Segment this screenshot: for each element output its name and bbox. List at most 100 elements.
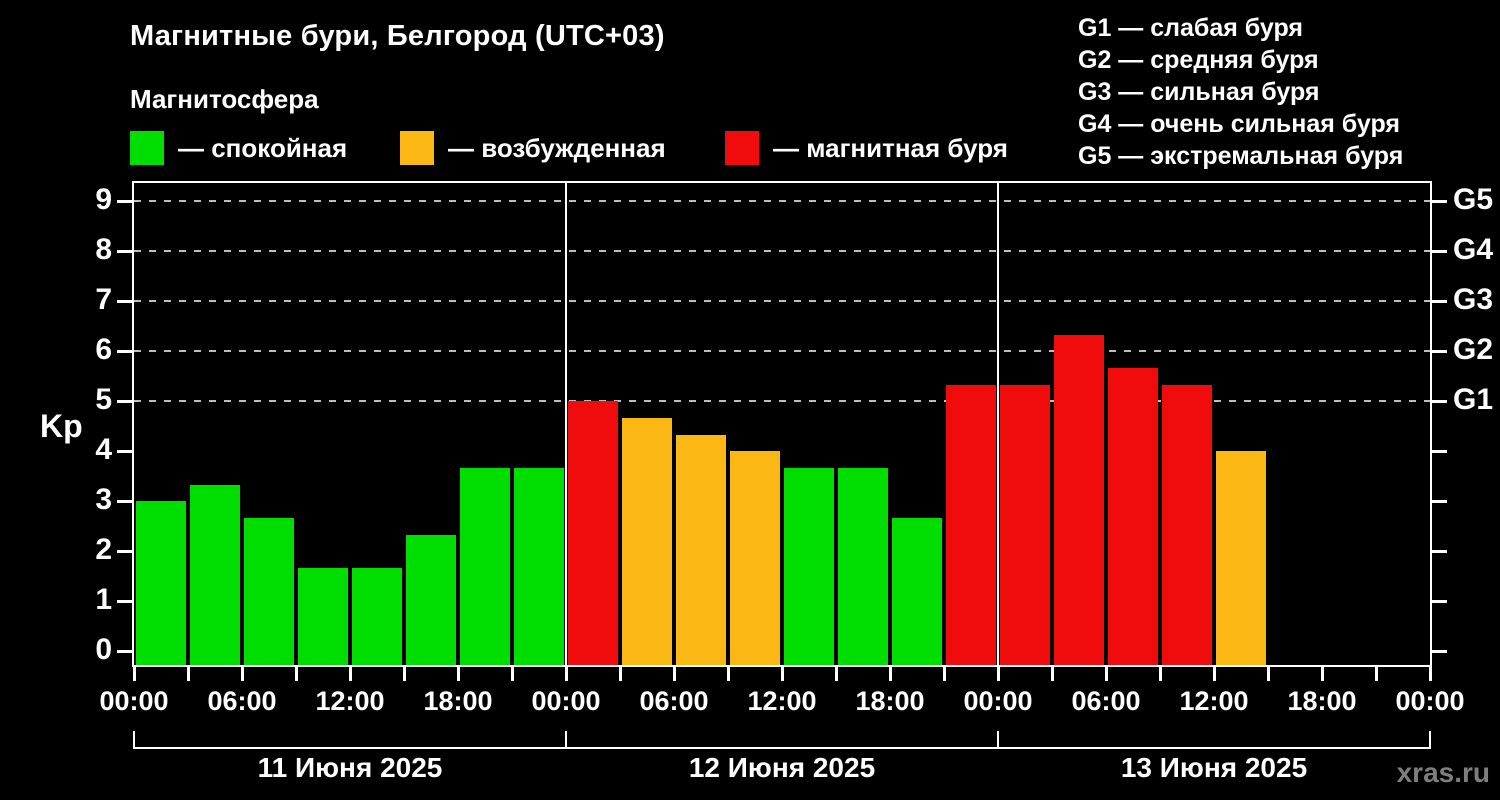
kp-bar [1054,334,1104,665]
y-axis-tick-right [1432,300,1447,303]
x-axis-time-label: 00:00 [531,686,601,716]
y-axis-label: 2 [95,533,112,566]
kp-bar [946,384,996,665]
x-axis-tick [133,667,136,681]
legend-label-storm: — магнитная буря [773,132,1008,163]
x-axis-tick [997,667,1000,681]
legend-swatch-quiet [130,131,164,165]
legend-label-quiet: — спокойная [178,132,348,163]
y-axis-tick-right [1432,250,1447,253]
date-bracket-tick [133,731,135,749]
kp-bar [730,451,780,665]
kp-bar [352,567,402,665]
g-scale-line-5: G5 — экстремальная буря [1078,142,1404,170]
legend-label-excited: — возбужденная [448,132,666,163]
x-axis-tick [457,667,460,681]
y-axis-tick-right [1432,500,1447,503]
y-axis-tick-right [1432,200,1447,203]
x-axis-time-label: 12:00 [315,686,385,716]
g-scale-line-3: G3 — сильная буря [1078,78,1320,106]
kp-bar [838,467,888,665]
kp-bar [136,501,186,665]
x-axis-time-label: 18:00 [855,686,925,716]
kp-bar [568,401,618,665]
y-axis-label: 9 [95,183,112,216]
date-label: 13 Июня 2025 [1120,752,1308,783]
date-label: 11 Июня 2025 [257,752,443,783]
x-axis-tick [349,667,352,681]
y-axis-title: Kp [40,408,83,444]
legend-swatch-storm [725,131,759,165]
x-axis-tick [241,667,244,681]
magnetosphere-subtitle: Магнитосфера [130,84,319,114]
y-axis-tick-right [1432,450,1447,453]
y-axis-label: 7 [95,283,112,316]
kp-bar [190,484,240,665]
y-axis-tick-right [1432,400,1447,403]
y-axis-tick-left [117,350,132,353]
x-axis-tick [565,667,568,681]
g-scale-line-4: G4 — очень сильная буря [1078,110,1400,138]
x-axis-tick [1051,667,1054,681]
x-axis-time-label: 00:00 [99,686,169,716]
x-axis-tick [1321,667,1324,681]
x-axis-tick [511,667,514,681]
y-axis-tick-left [117,250,132,253]
kp-bar [784,467,834,665]
x-axis-tick [1105,667,1108,681]
x-axis-tick [889,667,892,681]
x-axis-time-label: 06:00 [639,686,709,716]
y-axis-label: 3 [95,483,112,516]
date-bracket-tick [997,731,999,749]
y-axis-tick-left [117,600,132,603]
x-axis-time-label: 06:00 [207,686,277,716]
kp-bar [622,417,672,665]
x-axis-tick [1375,667,1378,681]
y-axis-label: 1 [95,583,112,616]
gridline-kp-6 [134,350,1430,352]
x-axis-tick [187,667,190,681]
g-scale-legend: G1 — слабая буря G2 — средняя буря G3 — си… [1078,12,1403,172]
x-axis-time-label: 00:00 [1395,686,1465,716]
x-axis-tick [727,667,730,681]
kp-bar [244,517,294,665]
watermark: xras.ru [1396,757,1490,788]
kp-bar [892,517,942,665]
day-boundary-line [997,183,999,665]
legend-item-excited: — возбужденная [400,131,666,165]
y-axis-tick-left [117,500,132,503]
kp-bar [1162,384,1212,665]
legend-swatch-excited [400,131,434,165]
y-axis-tick-left [117,300,132,303]
x-axis-time-label: 18:00 [1287,686,1357,716]
y-axis-label: 6 [95,333,112,366]
kp-bar [1000,384,1050,665]
g-level-label-g3: G3 [1453,283,1494,316]
x-axis-tick [1213,667,1216,681]
x-axis-tick [403,667,406,681]
y-axis-label: 8 [95,233,112,266]
gridline-kp-7 [134,300,1430,302]
x-axis-tick [1159,667,1162,681]
gridline-kp-8 [134,250,1430,252]
x-axis-time-label: 06:00 [1071,686,1141,716]
kp-bar [1108,367,1158,665]
x-axis-time-label: 18:00 [423,686,493,716]
y-axis-tick-right [1432,650,1447,653]
x-axis-tick [1429,667,1432,681]
g-scale-line-2: G2 — средняя буря [1078,46,1319,74]
y-axis-tick-left [117,400,132,403]
gridline-kp-9 [134,200,1430,202]
kp-bar [406,534,456,665]
g-level-label-g2: G2 [1453,333,1494,366]
kp-bar [514,467,564,665]
y-axis-tick-left [117,550,132,553]
y-axis-tick-left [117,200,132,203]
kp-bar [298,567,348,665]
date-bracket-tick [565,731,567,749]
x-axis-tick [619,667,622,681]
day-boundary-line [565,183,567,665]
g-level-label-g4: G4 [1453,233,1494,266]
legend-item-quiet: — спокойная [130,131,347,165]
